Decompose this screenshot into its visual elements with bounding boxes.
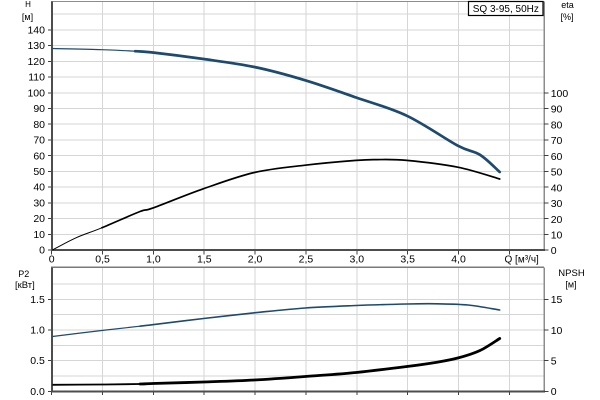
svg-text:P2: P2 xyxy=(18,269,29,279)
svg-text:20: 20 xyxy=(33,213,45,225)
svg-text:1.5: 1.5 xyxy=(30,294,45,306)
svg-text:[м]: [м] xyxy=(22,12,33,22)
svg-text:0: 0 xyxy=(49,253,55,265)
svg-text:50: 50 xyxy=(33,166,45,178)
svg-text:90: 90 xyxy=(551,104,563,116)
svg-text:0: 0 xyxy=(551,386,557,398)
svg-text:10: 10 xyxy=(551,229,563,241)
svg-text:0.0: 0.0 xyxy=(30,386,45,398)
svg-text:70: 70 xyxy=(33,135,45,147)
svg-text:SQ 3-95, 50Hz: SQ 3-95, 50Hz xyxy=(473,4,539,15)
svg-text:eta: eta xyxy=(561,0,574,10)
svg-text:80: 80 xyxy=(551,119,563,131)
svg-text:H: H xyxy=(25,0,31,9)
svg-text:30: 30 xyxy=(33,197,45,209)
svg-text:0.5: 0.5 xyxy=(30,355,45,367)
svg-text:40: 40 xyxy=(551,182,563,194)
svg-text:15: 15 xyxy=(551,294,563,306)
svg-text:1,5: 1,5 xyxy=(197,253,212,265)
svg-text:110: 110 xyxy=(28,72,45,84)
svg-text:50: 50 xyxy=(551,167,563,179)
svg-text:NPSH: NPSH xyxy=(558,268,585,279)
svg-text:40: 40 xyxy=(33,182,45,194)
svg-text:10: 10 xyxy=(551,325,563,337)
svg-text:2,5: 2,5 xyxy=(299,253,314,265)
svg-text:2,0: 2,0 xyxy=(248,253,263,265)
svg-text:3,5: 3,5 xyxy=(400,253,415,265)
svg-text:80: 80 xyxy=(33,119,45,131)
svg-text:10: 10 xyxy=(33,229,45,241)
svg-text:60: 60 xyxy=(33,150,45,162)
svg-text:30: 30 xyxy=(551,198,563,210)
svg-text:[кВт]: [кВт] xyxy=(15,280,35,291)
svg-text:[%]: [%] xyxy=(560,12,573,22)
svg-text:20: 20 xyxy=(551,214,563,226)
svg-text:5: 5 xyxy=(551,355,557,367)
svg-text:0: 0 xyxy=(551,245,557,257)
svg-text:1.0: 1.0 xyxy=(30,325,45,337)
svg-text:90: 90 xyxy=(33,103,45,115)
svg-text:1,0: 1,0 xyxy=(146,253,161,265)
svg-text:[м]: [м] xyxy=(565,280,576,290)
svg-text:0,5: 0,5 xyxy=(95,253,110,265)
svg-text:60: 60 xyxy=(551,151,563,163)
svg-text:0: 0 xyxy=(39,245,45,257)
svg-text:120: 120 xyxy=(27,56,45,68)
svg-text:3,0: 3,0 xyxy=(349,253,364,265)
svg-text:4,0: 4,0 xyxy=(451,253,466,265)
svg-text:100: 100 xyxy=(551,88,569,100)
svg-text:Q [м³/ч]: Q [м³/ч] xyxy=(505,254,540,265)
svg-text:100: 100 xyxy=(27,87,45,99)
svg-text:140: 140 xyxy=(27,25,45,37)
svg-text:130: 130 xyxy=(27,40,45,52)
svg-text:70: 70 xyxy=(551,135,563,147)
